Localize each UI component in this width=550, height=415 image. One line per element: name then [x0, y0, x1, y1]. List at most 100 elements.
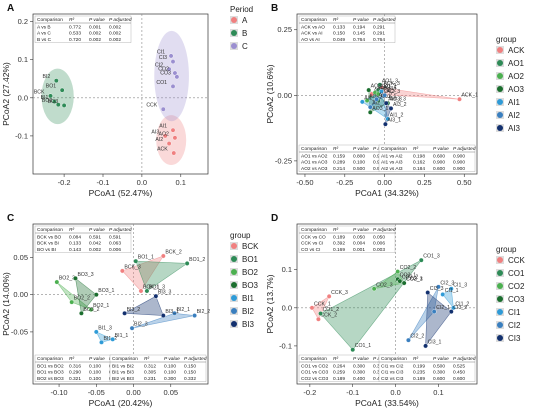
- legend-label: CI1: [508, 308, 521, 317]
- stats-table-bottom-left-cell: 0.289: [333, 160, 345, 166]
- stats-table-bottom-right-cell: BI1 vs BI2: [112, 363, 134, 369]
- stats-table-bottom-right: Comparison R² P value P adjusted BI1 vs BI2 0…: [109, 354, 207, 382]
- stats-table-bottom-right-frame: [109, 354, 207, 382]
- stats-table-bottom-right-header: P adjusted: [453, 356, 476, 362]
- stats-table-bottom-left-cell: 0.100: [89, 370, 101, 376]
- data-point: [168, 53, 174, 59]
- stats-table-bottom-right-cell: 0.189: [413, 376, 425, 382]
- stats-table-bottom-left-cell: 0.100: [89, 376, 101, 382]
- stats-table-bottom-left-cell: 0.100: [353, 160, 365, 166]
- legend-label: AI2: [508, 111, 521, 120]
- group-hull-BO2: [56, 281, 92, 310]
- point-label: BI2_1: [176, 307, 190, 313]
- point-label: AI1_3: [364, 95, 378, 101]
- y-tick-label: -0.1: [15, 131, 28, 140]
- stats-table-bottom-left-cell: CO1 vs CO3: [301, 370, 329, 376]
- stats-table-top-header: R²: [333, 17, 338, 23]
- stats-table-bottom-left-cell: 0.214: [333, 166, 345, 172]
- data-point: [366, 87, 372, 93]
- legend-label: AO3: [508, 85, 525, 94]
- y-tick-label: 0.00: [13, 290, 28, 299]
- group-hull-CI1: [442, 288, 454, 309]
- stats-table-top-cell: 0.291: [373, 24, 385, 30]
- stats-table-top-cell: 0.133: [333, 24, 345, 30]
- point-label: BO3_1: [98, 288, 114, 294]
- legend-label: CI2: [508, 321, 521, 330]
- x-tick-label: -0.10: [51, 388, 68, 397]
- x-tick-label: -0.25: [336, 178, 353, 187]
- x-tick-label: -0.2: [303, 388, 316, 397]
- point-label: BCK: [34, 89, 45, 95]
- point-label: CCK_3: [331, 290, 348, 296]
- stats-table-bottom-right-cell: 0.500: [433, 363, 445, 369]
- point-label: BO1_2: [189, 257, 205, 263]
- stats-table-bottom-right-cell: 0.900: [453, 153, 465, 159]
- legend-label: C: [242, 42, 248, 51]
- legend-label: BO3: [242, 281, 259, 290]
- y-axis-title: PCoA2 (10.6%): [265, 64, 275, 123]
- stats-table-top-cell: 0.291: [373, 31, 385, 37]
- data-point: [79, 310, 84, 316]
- point-label: CI2_3: [440, 280, 454, 286]
- stats-table-bottom-left-header: R²: [333, 146, 338, 152]
- group-hull-BO1: [135, 260, 189, 292]
- legend-label: A: [242, 16, 248, 25]
- data-point: [122, 310, 127, 316]
- stats-table-bottom-right-cell: 0.900: [453, 160, 465, 166]
- point-label: CCK_1: [314, 301, 331, 307]
- legend-marker: [231, 256, 237, 262]
- data-point: [431, 309, 437, 315]
- legend-label: BI2: [242, 307, 255, 316]
- legend-title: group: [230, 231, 251, 240]
- data-point: [170, 59, 176, 65]
- legend-marker: [497, 47, 503, 53]
- stats-table-top-header: P value: [353, 17, 369, 23]
- point-label: ACK_1: [461, 93, 478, 99]
- data-point: [73, 275, 78, 281]
- x-tick-label: -0.50: [296, 178, 313, 187]
- legend-marker: [231, 17, 237, 23]
- x-tick-label: 0.25: [417, 178, 432, 187]
- panel-B: B-0.50 -0.25 0.00 0.25 0.50-0.250.000.25PCoA…: [265, 3, 525, 198]
- point-label: CCK: [146, 103, 157, 109]
- stats-table-bottom-left-cell: 0.100: [89, 363, 101, 369]
- point-label: CO2_1: [406, 277, 423, 283]
- stats-table-top-cell: 0.591: [89, 234, 101, 240]
- stats-table-bottom-right-frame: [378, 144, 476, 172]
- panel-letter: C: [7, 213, 14, 224]
- confidence-ellipse-B: [41, 68, 74, 125]
- stats-table-top-frame: [34, 225, 132, 253]
- stats-table-bottom-right-cell: 0.600: [453, 376, 465, 382]
- data-point: [448, 286, 454, 292]
- y-tick-label: 0.0: [18, 93, 28, 102]
- stats-table-bottom-right-cell: 0.332: [184, 376, 196, 382]
- stats-table-top-cell: 0.392: [333, 241, 345, 247]
- stats-table-top-cell: 0.002: [89, 247, 101, 253]
- panel-letter: A: [7, 3, 14, 14]
- point-label: CO2_2: [400, 265, 417, 271]
- stats-table-top-cell: 0.764: [373, 37, 385, 43]
- data-point: [367, 104, 373, 110]
- data-point: [448, 309, 454, 315]
- data-point: [171, 150, 177, 156]
- stats-table-bottom-right-header: R²: [413, 146, 418, 152]
- stats-table-top-cell: 0.764: [353, 37, 365, 43]
- stats-table-top-header: Comparison: [37, 227, 63, 233]
- stats-table-top-cell: 0.591: [109, 234, 121, 240]
- stats-table-bottom-right: Comparison R² P value P adjusted CI1 vs CI2 0…: [378, 354, 476, 382]
- stats-table-header: P adjusted: [109, 17, 132, 23]
- point-label: BCK_1: [143, 284, 160, 290]
- stats-table-top-frame: [298, 15, 396, 43]
- stats-table-top-cell: 0.006: [373, 241, 385, 247]
- legend-label: AO1: [508, 59, 525, 68]
- stats-table-bottom-right-cell: 0.199: [413, 363, 425, 369]
- x-tick-label: 0.50: [457, 178, 472, 187]
- data-point: [48, 93, 53, 99]
- stats-table-bottom-left-header: P value: [353, 356, 369, 362]
- data-point: [418, 257, 424, 263]
- data-point: [359, 99, 365, 105]
- stats-table-bottom-left-cell: 0.300: [353, 370, 365, 376]
- point-label: CI3: [159, 55, 167, 61]
- point-label: CO2_3: [376, 282, 393, 288]
